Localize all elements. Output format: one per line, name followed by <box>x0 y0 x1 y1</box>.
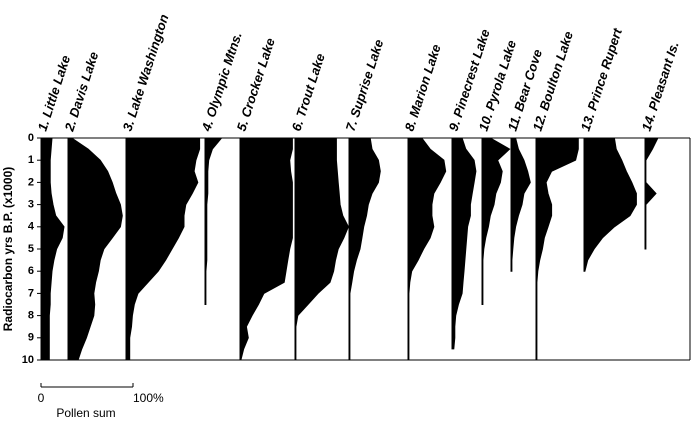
column-label: 14. Pleasant Is. <box>639 40 682 133</box>
pollen-area <box>407 137 447 361</box>
pollen-area <box>239 137 293 361</box>
pollen-area <box>348 137 381 361</box>
y-tick-label: 0 <box>28 132 34 144</box>
x-axis-label: Pollen sum <box>56 406 115 420</box>
pollen-area <box>451 137 477 350</box>
y-tick-label: 6 <box>28 265 34 277</box>
pollen-area <box>583 137 637 272</box>
column-label: 12. Boulton Lake <box>530 29 576 133</box>
y-tick-label: 10 <box>22 354 34 366</box>
pollen-area <box>294 137 349 361</box>
x-tick-label: 100% <box>133 391 164 405</box>
pollen-area <box>481 137 511 305</box>
pollen-area <box>67 137 123 361</box>
pollen-area <box>204 137 223 305</box>
y-tick-label: 2 <box>28 176 34 188</box>
y-tick-label: 4 <box>28 221 35 233</box>
pollen-area <box>644 137 659 250</box>
column-label: 8. Marion Lake <box>402 42 444 133</box>
y-tick-label: 3 <box>28 199 34 211</box>
pollen-area <box>535 137 579 361</box>
pollen-area <box>125 137 201 361</box>
column-label: 13. Prince Rupert <box>578 26 626 133</box>
column-label: 7. Suprise Lake <box>343 38 387 133</box>
y-tick-label: 1 <box>28 154 34 166</box>
y-tick-label: 9 <box>28 332 34 344</box>
pollen-area <box>40 137 65 361</box>
y-axis-label: Radiocarbon yrs B.P. (x1000) <box>1 167 15 332</box>
column-label: 6. Trout Lake <box>289 52 328 133</box>
column-label: 5. Crocker Lake <box>234 36 278 133</box>
pollen-area <box>510 137 531 272</box>
y-tick-label: 5 <box>28 243 34 255</box>
column-label: 3. Lake Washington <box>120 12 172 133</box>
y-tick-label: 7 <box>28 287 34 299</box>
y-tick-label: 8 <box>28 310 34 322</box>
x-tick-label: 0 <box>38 391 45 405</box>
